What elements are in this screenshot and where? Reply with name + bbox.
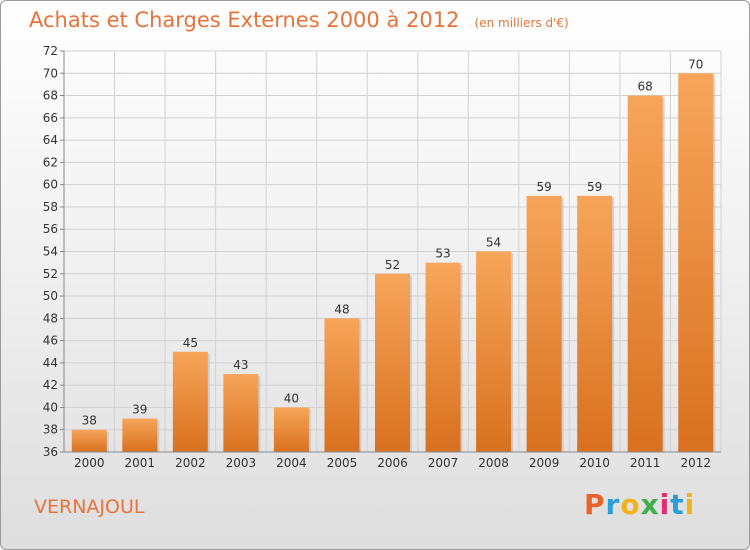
x-tick-label: 2010: [579, 456, 610, 470]
x-tick-label: 2001: [125, 456, 156, 470]
bar-value-label: 59: [536, 180, 551, 194]
y-tick-label: 38: [43, 423, 58, 437]
bar-value-label: 52: [385, 258, 400, 272]
y-tick-label: 36: [43, 445, 58, 459]
x-tick-label: 2008: [478, 456, 509, 470]
y-tick-label: 44: [43, 356, 58, 370]
bar: [577, 195, 613, 453]
x-tick-label: 2011: [630, 456, 661, 470]
y-tick-label: 66: [43, 111, 58, 125]
bar-value-label: 59: [587, 180, 602, 194]
proxiti-letter: i: [684, 488, 696, 521]
bar-value-label: 38: [82, 414, 97, 428]
chart-title: Achats et Charges Externes 2000 à 2012 (…: [29, 8, 569, 32]
y-tick-label: 50: [43, 289, 58, 303]
y-tick-label: 72: [43, 44, 58, 58]
x-tick-label: 2006: [377, 456, 408, 470]
proxiti-letter: r: [605, 488, 621, 521]
y-tick-label: 64: [43, 133, 58, 147]
x-tick-label: 2009: [529, 456, 560, 470]
x-tick-label: 2007: [428, 456, 459, 470]
bar: [273, 407, 309, 452]
bar-value-label: 39: [132, 403, 147, 417]
y-tick-label: 68: [43, 89, 58, 103]
bar-value-label: 48: [334, 302, 349, 316]
commune-name: VERNAJOUL: [34, 496, 145, 518]
proxiti-letter: P: [584, 488, 606, 521]
bar-value-label: 53: [435, 247, 450, 261]
y-tick-label: 56: [43, 222, 58, 236]
y-tick-label: 52: [43, 267, 58, 281]
x-tick-label: 2000: [74, 456, 105, 470]
bar: [223, 374, 259, 452]
y-tick-label: 48: [43, 311, 58, 325]
bar: [526, 195, 562, 453]
y-tick-label: 54: [43, 245, 58, 259]
proxiti-letter: i: [659, 488, 671, 521]
bar-value-label: 43: [233, 358, 248, 372]
y-tick-label: 70: [43, 66, 58, 80]
y-tick-label: 40: [43, 400, 58, 414]
bar-value-label: 54: [486, 236, 501, 250]
proxiti-letter: o: [620, 488, 641, 521]
bar-value-label: 70: [688, 57, 703, 71]
bar-value-label: 40: [284, 391, 299, 405]
x-tick-label: 2003: [226, 456, 257, 470]
bar: [627, 95, 663, 453]
chart-title-text: Achats et Charges Externes 2000 à 2012: [29, 8, 460, 32]
bar: [122, 418, 158, 452]
bar: [678, 73, 714, 453]
x-tick-label: 2002: [175, 456, 206, 470]
proxiti-letter: x: [640, 488, 660, 521]
bar: [476, 251, 512, 452]
y-tick-label: 58: [43, 200, 58, 214]
proxiti-letter: t: [670, 488, 685, 521]
x-tick-label: 2012: [680, 456, 711, 470]
y-tick-label: 42: [43, 378, 58, 392]
x-tick-label: 2004: [276, 456, 307, 470]
bar-value-label: 68: [638, 80, 653, 94]
bars: 38 39 45 43 40 48 52 53 54 59 59 68 70: [71, 57, 716, 453]
bar: [324, 318, 360, 452]
bar: [425, 262, 461, 452]
bar: [71, 429, 107, 452]
y-tick-label: 60: [43, 178, 58, 192]
y-tick-label: 46: [43, 334, 58, 348]
bar: [375, 273, 410, 452]
bar: [172, 351, 208, 452]
axes: 36 38 40 42 44 46 48 50 52 54 56 58 60 62 64 66 68 70 72 20…: [43, 44, 721, 470]
bar-value-label: 45: [183, 336, 198, 350]
x-tick-label: 2005: [327, 456, 358, 470]
proxiti-logo[interactable]: Proxiti: [584, 488, 695, 521]
y-tick-label: 62: [43, 155, 58, 169]
chart-unit: (en milliers d'€): [474, 16, 569, 30]
